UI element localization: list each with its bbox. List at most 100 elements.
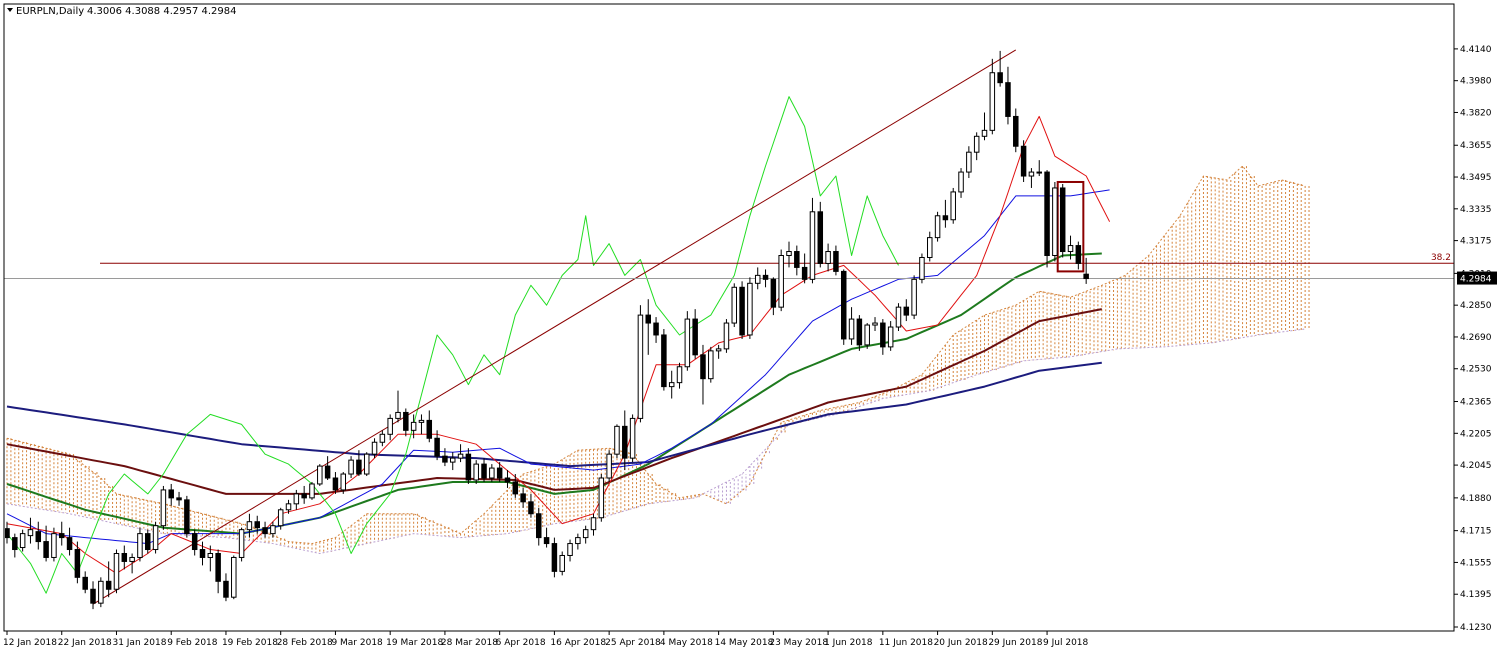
candle <box>418 414 425 435</box>
candle <box>191 529 198 556</box>
senkou-span-b <box>6 328 1306 555</box>
candle <box>246 513 253 538</box>
y-tick-label: 4.1555 <box>1460 558 1492 568</box>
candle-body-bull <box>864 324 870 346</box>
candle-body-bear <box>1044 171 1050 257</box>
candle <box>528 493 534 518</box>
candle-body-bear <box>43 541 49 558</box>
candle-body-bear <box>1005 82 1011 117</box>
candle <box>82 571 88 594</box>
candle <box>184 495 190 538</box>
candle <box>919 253 925 284</box>
candle <box>1044 170 1050 268</box>
candle <box>340 472 347 494</box>
candle-body-bear <box>645 314 651 324</box>
candle <box>215 549 221 594</box>
candle <box>160 485 167 530</box>
candle-body-bull <box>629 417 636 459</box>
candle <box>575 533 581 550</box>
candle-body-bull <box>379 433 386 443</box>
x-tick-label: 4 May 2018 <box>660 638 713 648</box>
candle <box>324 456 331 480</box>
candle-body-bull <box>731 286 738 324</box>
candle-body-bull <box>340 473 347 491</box>
candle-body-bear <box>254 521 260 529</box>
x-tick-label: 14 May 2018 <box>715 638 774 648</box>
time-axis: 12 Jan 2018 22 Jan 2018 31 Jan 2018 9 Feb 2… <box>3 631 1089 648</box>
candle <box>770 277 777 316</box>
candle-body-bull <box>872 322 878 326</box>
candle-body-bull <box>395 411 401 419</box>
candle <box>966 146 972 179</box>
candle-body-bull <box>457 453 464 459</box>
candle-body-bear <box>12 537 18 551</box>
indicator-lines <box>6 96 1111 594</box>
candle-body-bull <box>887 326 894 348</box>
candle <box>754 267 761 290</box>
candle <box>582 525 589 544</box>
candle <box>700 344 706 405</box>
candle-body-bear <box>332 477 339 491</box>
candle-body-bear <box>840 270 847 340</box>
y-tick-label: 4.1715 <box>1460 527 1492 537</box>
candle <box>90 581 96 610</box>
candle-body-bear <box>105 580 112 590</box>
candle <box>606 450 612 482</box>
candle <box>387 414 393 441</box>
candle-body-bull <box>152 525 159 551</box>
candle <box>856 315 863 351</box>
candle-body-bear <box>817 211 824 264</box>
x-tick-label: 23 May 2018 <box>769 638 828 648</box>
candle <box>864 323 870 349</box>
candle-body-bull <box>27 529 34 537</box>
candle <box>715 344 722 359</box>
y-tick-label: 4.3335 <box>1460 205 1492 215</box>
candle-body-bear <box>833 251 839 272</box>
candle-body-bear <box>543 537 550 545</box>
candle <box>543 527 550 548</box>
candle <box>629 414 636 463</box>
candle-body-bull <box>293 493 300 505</box>
candle-body-bull <box>418 419 425 423</box>
candle <box>262 521 268 538</box>
candle-body-bull <box>786 251 792 257</box>
candle <box>301 485 307 504</box>
x-tick-label: 20 Jun 2018 <box>934 638 988 648</box>
candle-body-bear <box>692 318 698 356</box>
candle-body-bull <box>848 318 855 340</box>
candle-body-bull <box>575 537 581 545</box>
candle-body-bull <box>684 318 691 368</box>
candle-body-bull <box>567 543 573 556</box>
candle <box>395 390 401 423</box>
x-tick-label: 19 Feb 2018 <box>222 638 278 648</box>
candle <box>1036 160 1042 177</box>
candle <box>872 317 878 331</box>
candle-body-bear <box>504 477 511 483</box>
candle <box>676 362 683 389</box>
candle-body-bear <box>434 437 440 457</box>
candle-body-bull <box>207 552 214 558</box>
candle <box>551 537 558 578</box>
kijun-line <box>6 189 1110 545</box>
candle <box>762 269 769 288</box>
candle-body-bull <box>825 251 831 264</box>
candle-body-bull <box>387 417 393 435</box>
candle-body-bull <box>606 453 612 479</box>
current-price-tag-label: 4.2984 <box>1460 275 1492 285</box>
candle <box>457 444 464 463</box>
candle <box>895 303 902 331</box>
ichimoku-cloud <box>6 165 1310 555</box>
candle <box>731 283 738 328</box>
candle-body-bull <box>590 517 597 531</box>
candle <box>113 549 120 594</box>
candle-body-bull <box>934 215 941 239</box>
x-tick-label: 16 Apr 2018 <box>550 638 606 648</box>
candle-body-bull <box>895 306 902 328</box>
candle <box>794 245 800 276</box>
y-tick-label: 4.3175 <box>1460 237 1492 247</box>
plot-frame <box>3 3 1455 632</box>
y-tick-label: 4.2045 <box>1460 461 1492 471</box>
candle <box>74 541 81 584</box>
candle <box>254 515 260 534</box>
